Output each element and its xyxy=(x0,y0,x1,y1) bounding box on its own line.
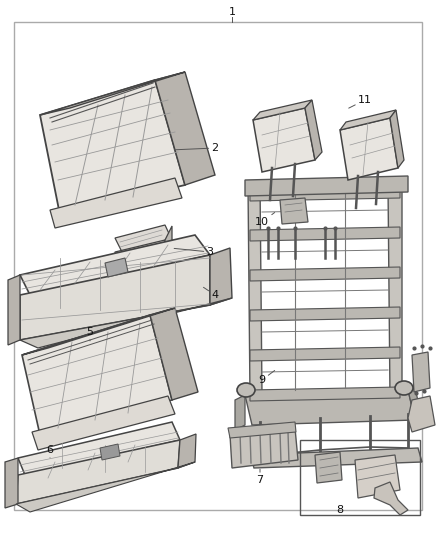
Polygon shape xyxy=(250,187,400,201)
Polygon shape xyxy=(16,440,180,504)
Polygon shape xyxy=(115,225,172,252)
Polygon shape xyxy=(374,482,408,515)
Polygon shape xyxy=(50,178,182,228)
Polygon shape xyxy=(408,388,422,420)
Polygon shape xyxy=(210,248,232,305)
Polygon shape xyxy=(315,452,342,483)
Polygon shape xyxy=(250,267,400,281)
Polygon shape xyxy=(253,100,312,120)
Polygon shape xyxy=(412,352,430,392)
Polygon shape xyxy=(20,298,232,348)
Polygon shape xyxy=(40,80,185,215)
Polygon shape xyxy=(245,390,415,425)
Polygon shape xyxy=(340,110,396,130)
Polygon shape xyxy=(280,198,308,224)
Text: 11: 11 xyxy=(349,95,372,108)
Polygon shape xyxy=(253,108,315,172)
Text: 10: 10 xyxy=(255,213,275,227)
Polygon shape xyxy=(230,428,298,468)
Polygon shape xyxy=(100,444,120,460)
Polygon shape xyxy=(8,275,20,345)
Polygon shape xyxy=(32,396,175,450)
Text: 3: 3 xyxy=(174,247,213,257)
Polygon shape xyxy=(20,255,210,340)
Text: 8: 8 xyxy=(336,505,343,515)
Polygon shape xyxy=(155,72,215,185)
Polygon shape xyxy=(18,422,180,475)
Polygon shape xyxy=(228,422,296,438)
Polygon shape xyxy=(390,110,404,168)
Polygon shape xyxy=(22,315,172,435)
Ellipse shape xyxy=(237,383,255,397)
Text: 7: 7 xyxy=(256,469,264,485)
Ellipse shape xyxy=(395,381,413,395)
Polygon shape xyxy=(105,258,128,277)
Polygon shape xyxy=(305,100,322,160)
Text: 6: 6 xyxy=(46,445,53,458)
Text: 2: 2 xyxy=(174,143,219,153)
Bar xyxy=(300,440,420,515)
Text: 1: 1 xyxy=(229,7,236,17)
Polygon shape xyxy=(250,227,400,241)
Polygon shape xyxy=(5,458,18,508)
Polygon shape xyxy=(235,395,245,430)
Polygon shape xyxy=(250,448,422,468)
Polygon shape xyxy=(150,308,198,400)
Polygon shape xyxy=(115,240,165,270)
Polygon shape xyxy=(40,72,185,115)
Polygon shape xyxy=(388,182,402,398)
Polygon shape xyxy=(250,387,400,401)
Text: 9: 9 xyxy=(258,370,275,385)
Text: 5: 5 xyxy=(86,327,93,341)
Polygon shape xyxy=(250,307,400,321)
Polygon shape xyxy=(355,455,400,498)
Polygon shape xyxy=(245,176,408,196)
Polygon shape xyxy=(248,182,262,398)
Polygon shape xyxy=(20,235,210,295)
Polygon shape xyxy=(250,347,400,361)
Text: 4: 4 xyxy=(204,287,219,300)
Polygon shape xyxy=(16,462,195,512)
Polygon shape xyxy=(165,226,172,258)
Polygon shape xyxy=(340,118,398,180)
Polygon shape xyxy=(408,396,435,432)
Polygon shape xyxy=(178,434,196,468)
Polygon shape xyxy=(22,308,175,355)
